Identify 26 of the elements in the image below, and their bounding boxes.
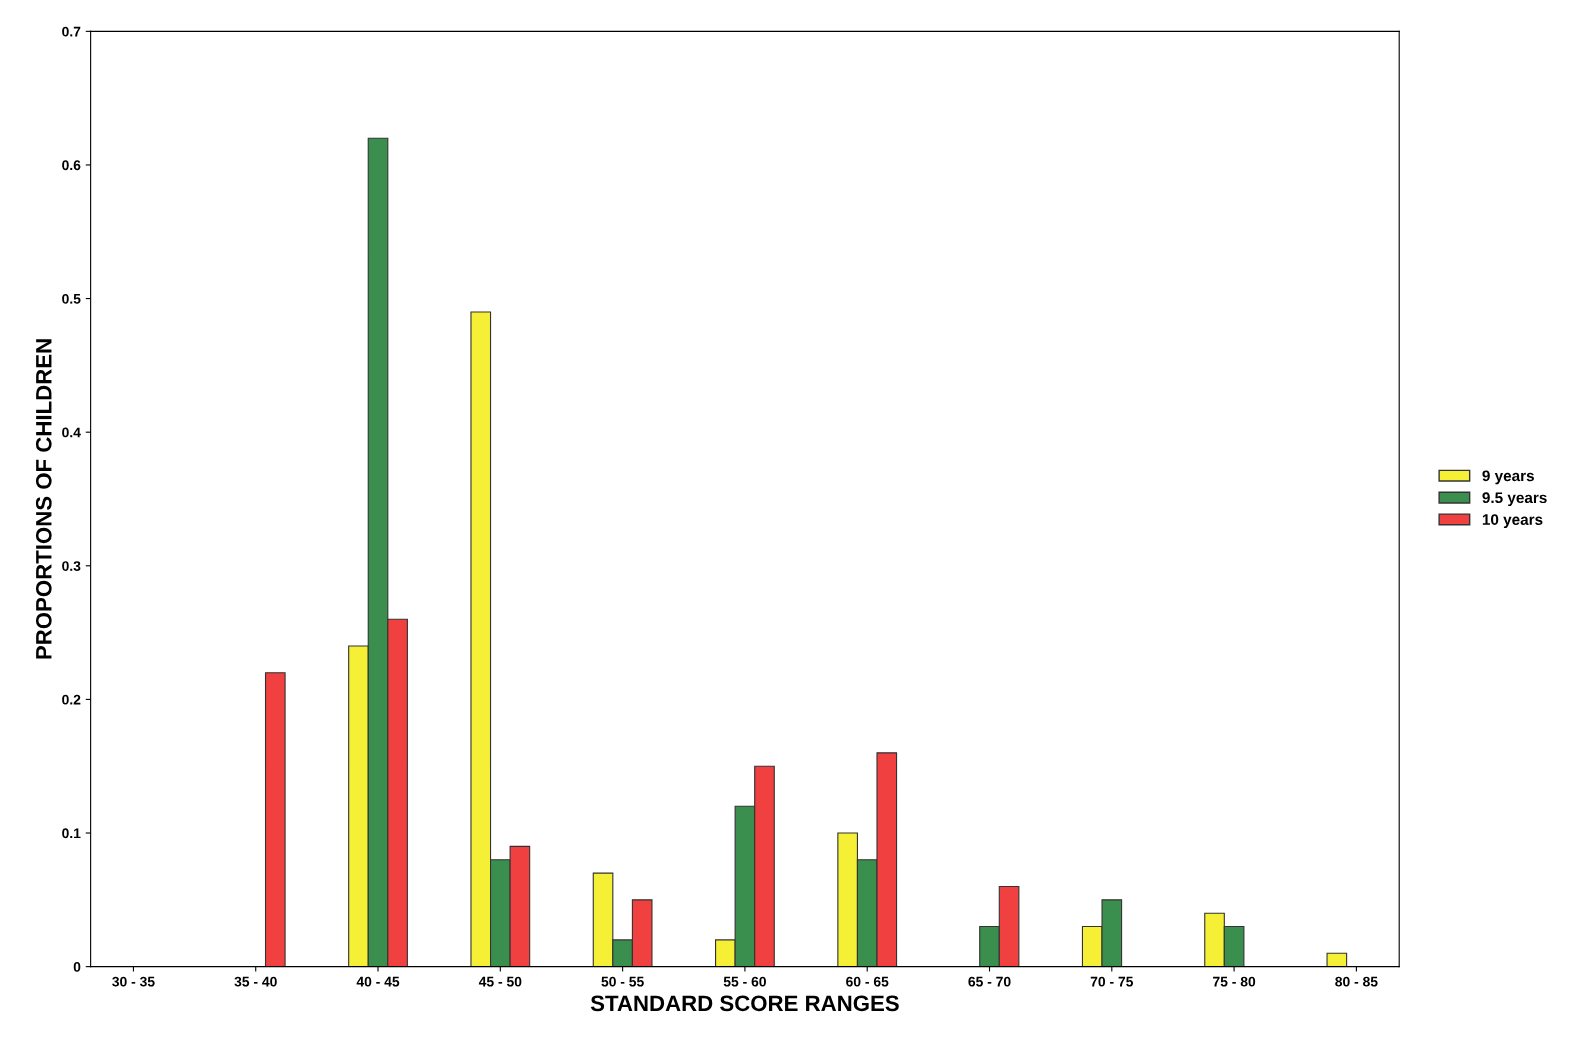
y-tick-label: 0.1 [62, 828, 81, 839]
y-tick-label: 0.7 [62, 26, 81, 37]
x-tick-label: 35 - 40 [234, 976, 277, 987]
x-tick-label: 75 - 80 [1213, 976, 1256, 987]
legend-label: 9.5 years [1482, 492, 1547, 507]
y-tick-label: 0.2 [62, 694, 81, 705]
x-tick-label: 70 - 75 [1090, 976, 1134, 987]
x-tick-label: 55 - 60 [723, 976, 766, 987]
x-tick-label: 80 - 85 [1335, 976, 1378, 987]
bar [1326, 952, 1348, 967]
x-tick-label: 50 - 55 [601, 976, 644, 987]
x-tick-label: 60 - 65 [846, 976, 889, 987]
y-tick-label: 0.4 [62, 427, 81, 438]
bar [264, 672, 286, 967]
x-tick-label: 40 - 45 [356, 976, 400, 987]
legend-label: 9 years [1482, 470, 1534, 485]
x-tick-label: 30 - 35 [112, 976, 155, 987]
x-tick-label: 65 - 70 [968, 976, 1011, 987]
y-axis-title: PROPORTIONS OF CHILDREN [35, 339, 52, 659]
x-axis-title: STANDARD SCORE RANGES [590, 995, 899, 1012]
y-tick-label: 0 [73, 961, 81, 972]
y-tick-label: 0.3 [62, 561, 81, 571]
x-tick-label: 45 - 50 [478, 976, 522, 987]
legend-label: 10 years [1482, 514, 1543, 528]
y-tick-label: 0.5 [62, 293, 81, 304]
y-tick-label: 0.6 [62, 160, 81, 171]
